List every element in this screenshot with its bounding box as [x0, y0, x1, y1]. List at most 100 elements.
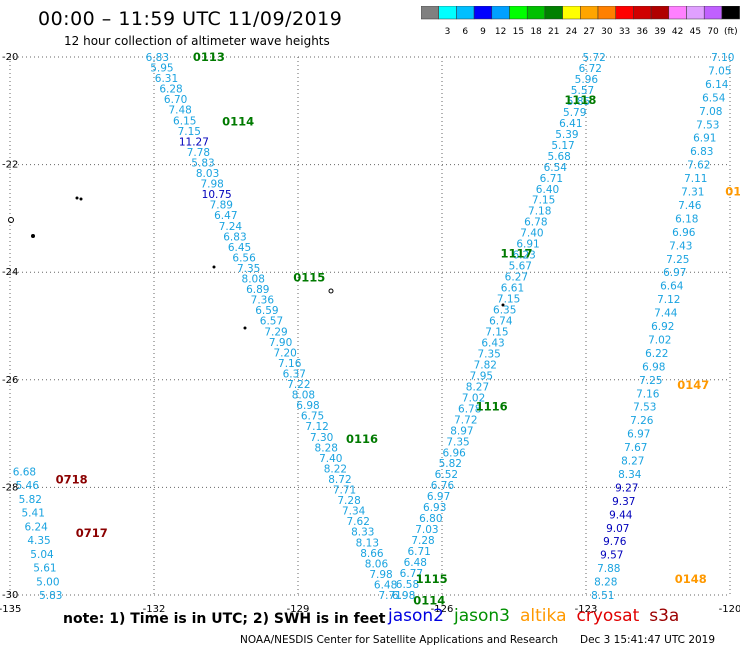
wave-height-value: 7.90	[269, 337, 292, 349]
wave-height-value: 6.80	[419, 513, 442, 525]
wave-height-value: 5.57	[571, 85, 594, 97]
wave-height-value: 6.93	[423, 502, 446, 514]
satellite-label-jason2: jason2	[388, 606, 444, 626]
wave-height-value: 6.18	[675, 213, 698, 225]
wave-height-value: 6.98	[296, 400, 319, 412]
pass-time-label: 0114	[413, 593, 445, 607]
wave-height-value: 5.67	[509, 261, 532, 273]
wave-height-value: 7.71	[378, 590, 401, 602]
legend-tick-label: 6	[462, 27, 468, 37]
wave-height-value: 8.27	[466, 381, 489, 393]
axis-tick-labels: -135 -132 -129 -126 -123 -120 -20 -22 -24 -26 -28 -…	[0, 52, 740, 615]
wave-height-value: 6.48	[404, 557, 427, 569]
wave-height-value: 5.82	[439, 458, 462, 470]
legend-tick-label: 42	[672, 27, 683, 37]
wave-height-value: 6.24	[24, 521, 48, 533]
lon-tick-label: -129	[287, 604, 310, 615]
wave-height-value: 6.70	[164, 94, 187, 106]
wave-height-value: 6.89	[246, 284, 269, 296]
island-marker	[501, 303, 505, 307]
wave-height-value: 6.47	[214, 210, 237, 222]
wave-height-value: 7.43	[669, 240, 692, 252]
wave-height-value: 6.98	[642, 361, 665, 373]
satellite-label-cryosat: cryosat	[576, 606, 640, 626]
wave-height-value: 6.52	[435, 469, 458, 481]
wave-height-value: 7.72	[454, 414, 477, 426]
wave-height-value: 7.31	[681, 187, 704, 199]
wave-height-value: 8.08	[292, 390, 315, 402]
wave-height-value: 6.35	[493, 305, 516, 317]
color-scale-legend: 3 6 9 12 15 18 21 24 27 30 33 36 39 42 45 70 (ft)	[421, 6, 740, 37]
wave-height-value: 7.10	[711, 52, 734, 64]
wave-height-value: 5.41	[22, 508, 45, 520]
island-marker	[79, 197, 83, 201]
wave-height-value: 8.33	[351, 527, 374, 539]
island-marker	[328, 288, 334, 294]
wave-height-value: 6.97	[663, 267, 686, 279]
wave-height-value: 9.44	[609, 509, 633, 521]
wave-height-value: 7.62	[687, 160, 710, 172]
pass-time-label: 1115	[416, 572, 448, 586]
wave-height-value: 7.16	[636, 388, 660, 400]
wave-height-value: 6.43	[481, 337, 504, 349]
legend-tick-label: 21	[548, 27, 559, 37]
wave-height-value: 7.12	[305, 421, 328, 433]
wave-height-value: 5.83	[191, 157, 214, 169]
legend-unit: (ft)	[724, 27, 738, 37]
pass-time-label: 0147	[677, 378, 709, 392]
pass-time-label: 01	[725, 185, 740, 199]
wave-height-value: 6.91	[516, 239, 539, 251]
wave-height-value: 5.82	[19, 494, 42, 506]
lat-tick-label: -26	[2, 375, 18, 386]
wave-height-value: 6.78	[458, 403, 481, 415]
satellite-label-jason3: jason3	[454, 606, 510, 626]
wave-height-value: 7.98	[369, 569, 392, 581]
wave-height-value: 6.56	[232, 252, 256, 264]
wave-height-value: 7.44	[654, 308, 678, 320]
wave-height-value: 6.54	[544, 162, 568, 174]
wave-height-value: 7.35	[237, 263, 260, 275]
wave-height-value: 7.26	[630, 415, 654, 427]
pass-time-label: 0116	[346, 432, 378, 446]
wave-height-value: 6.41	[559, 118, 582, 130]
wave-height-value: 7.08	[699, 106, 722, 118]
wave-height-value: 7.16	[278, 358, 302, 370]
island-marker	[75, 196, 79, 200]
islands	[8, 196, 505, 330]
wave-height-value: 6.96	[442, 447, 466, 459]
wave-height-value: 7.28	[411, 535, 434, 547]
wave-height-value: 9.27	[615, 482, 638, 494]
wave-height-value: 7.62	[347, 516, 370, 528]
legend-tick-label: 3	[445, 27, 451, 37]
legend-tick-label: 27	[583, 27, 594, 37]
wave-height-value: 7.30	[310, 432, 333, 444]
legend-tick-label: 30	[601, 27, 613, 37]
wave-height-value: 7.40	[520, 228, 543, 240]
wave-height-value: 6.83	[223, 231, 246, 243]
wave-height-value: 7.35	[477, 348, 500, 360]
wave-height-value: 7.78	[187, 147, 210, 159]
wave-height-value: 6.27	[505, 272, 528, 284]
wave-height-value: 8.08	[242, 274, 265, 286]
wave-height-value: 5.96	[575, 74, 599, 86]
wave-height-value: 7.89	[210, 200, 233, 212]
wave-height-value: 8.51	[591, 590, 614, 602]
wave-height-value: 6.22	[645, 348, 668, 360]
wave-height-value: 11.27	[179, 136, 209, 148]
wave-height-value: 7.18	[528, 206, 551, 218]
island-marker	[212, 265, 216, 269]
wave-height-value: 6.76	[431, 480, 455, 492]
satellite-label-altika: altika	[520, 606, 567, 626]
wave-height-value: 5.61	[33, 563, 56, 575]
lon-tick-label: -135	[0, 604, 21, 615]
wave-height-value: 10.75	[202, 189, 232, 201]
wave-height-value: 9.57	[600, 550, 623, 562]
satellite-legend: jason2 jason3 altika cryosat s3a	[388, 606, 689, 626]
wave-height-value: 7.11	[684, 173, 707, 185]
pass-time-label: 0113	[193, 50, 225, 64]
page-title: 00:00 – 11:59 UTC 11/09/2019	[38, 8, 343, 30]
wave-height-value: 6.54	[702, 92, 726, 104]
pass-time-label: 1116	[476, 400, 508, 414]
wave-height-value: 6.28	[159, 84, 182, 96]
wave-height-value: 6.92	[651, 321, 674, 333]
